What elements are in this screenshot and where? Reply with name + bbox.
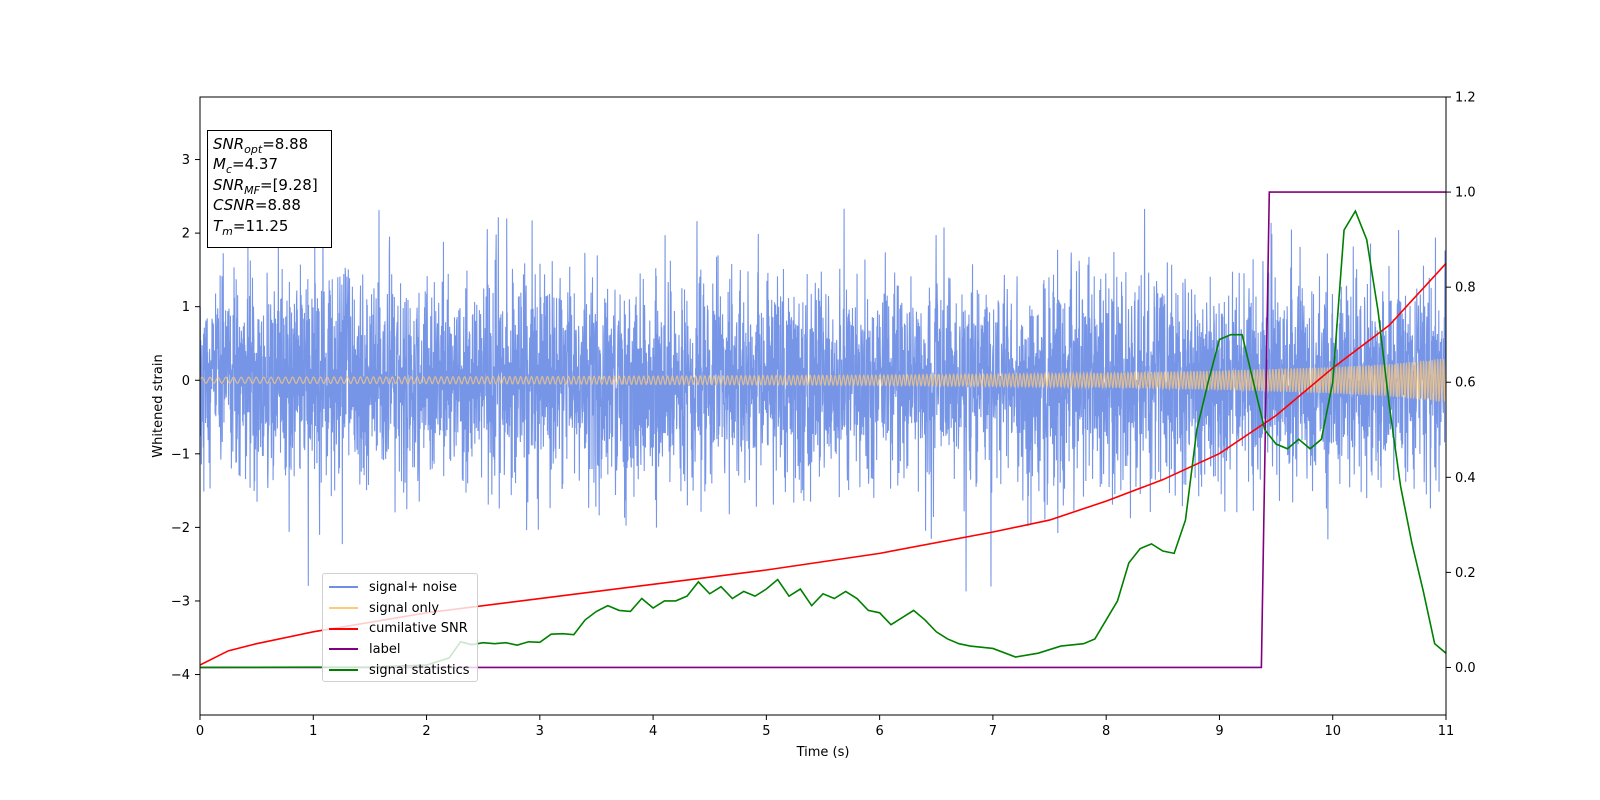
legend-label: signal only — [369, 600, 440, 616]
y-left-tick-label: −2 — [171, 521, 190, 536]
plot-frame — [199, 96, 1447, 716]
x-tick-label: 0 — [196, 724, 204, 739]
info-tm: Tm=11.25 — [213, 216, 289, 238]
y-right-tick-label: 0.2 — [1455, 566, 1476, 581]
y-left-tick-label: 2 — [182, 227, 190, 242]
x-tick-label: 2 — [422, 724, 430, 739]
legend-swatch — [329, 648, 358, 651]
x-tick-label: 11 — [1438, 724, 1455, 739]
legend-item-signal-only: signal only — [329, 598, 477, 619]
y-right-tick-label: 0.6 — [1455, 376, 1476, 391]
legend-item-label: label — [329, 639, 477, 660]
x-tick-label: 7 — [989, 724, 997, 739]
y-left-tick-label: 0 — [182, 374, 190, 389]
y-left-tick-label: −1 — [171, 447, 190, 462]
x-tick-label: 6 — [875, 724, 883, 739]
legend-item-signal-statistics: signal statistics — [329, 660, 477, 681]
plot-area — [200, 191, 1446, 669]
y-right-tick-label: 0.4 — [1455, 471, 1476, 486]
series-signal-statistics-line — [200, 209, 1446, 669]
legend-label: signal+ noise — [369, 579, 458, 595]
info-snr-mf: SNRMF=[9.28] — [213, 175, 318, 197]
y-right-tick-label: 1.0 — [1455, 186, 1476, 201]
legend-swatch — [329, 586, 358, 589]
y-left-tick-label: −3 — [171, 594, 190, 609]
series-cumulative-snr-line — [200, 262, 1446, 666]
info-snr-opt: SNRopt=8.88 — [213, 135, 309, 156]
x-tick-label: 10 — [1324, 724, 1341, 739]
series-signal-only-line — [200, 358, 1446, 402]
legend-item-signal-noise: signal+ noise — [329, 577, 477, 598]
y-axis-label: Whitened strain — [151, 354, 166, 457]
x-tick-label: 1 — [309, 724, 317, 739]
x-tick-label: 5 — [762, 724, 770, 739]
legend-label: label — [369, 641, 401, 657]
x-tick-label: 4 — [649, 724, 657, 739]
legend-swatch — [329, 627, 358, 630]
x-tick-label: 8 — [1102, 724, 1110, 739]
legend-item-cumulative-snr: cumilative SNR — [329, 618, 477, 639]
y-left-tick-label: 3 — [182, 153, 190, 168]
legend-swatch — [329, 607, 358, 610]
y-left-tick-label: −4 — [171, 668, 190, 683]
info-box: SNRopt=8.88 Mc=4.37 SNRMF=[9.28] CSNR=8.… — [207, 130, 332, 248]
legend-swatch — [329, 669, 358, 672]
x-tick-label: 3 — [536, 724, 544, 739]
axes: 0 1 2 3 4 5 6 7 8 9 10 11 −4 −3 −2 −1 0 1 2 3 0.0 0.2 0.4 0.6 0.… — [171, 91, 1476, 740]
y-right-tick-label: 0.8 — [1455, 281, 1476, 296]
legend-label: signal statistics — [369, 662, 470, 678]
y-left-tick-label: 1 — [182, 300, 190, 315]
legend-label: cumilative SNR — [369, 621, 468, 637]
info-mc: Mc=4.37 — [213, 155, 278, 177]
info-csnr: CSNR=8.88 — [213, 196, 301, 215]
legend: signal+ noise signal only cumilative SNR… — [322, 573, 478, 682]
x-axis-label: Time (s) — [796, 745, 850, 760]
y-right-tick-label: 1.2 — [1455, 91, 1476, 106]
series-signal-noise-line — [200, 208, 1446, 592]
y-right-tick-label: 0.0 — [1455, 661, 1476, 676]
x-tick-label: 9 — [1215, 724, 1223, 739]
